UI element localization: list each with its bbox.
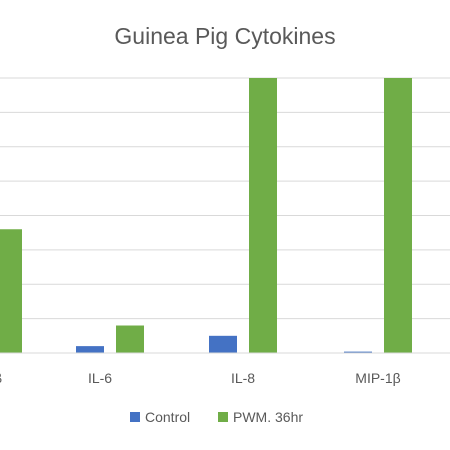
bar-pwm-1 [116,325,144,353]
gridlines [0,77,450,320]
bars [0,78,412,353]
bar-control-1 [76,346,104,353]
legend-label: PWM. 36hr [233,409,303,425]
x-tick-label: IL-6 [88,370,112,386]
x-tick-labels: β IL-6 IL-8 MIP-1β [0,370,401,386]
chart-title: Guinea Pig Cytokines [114,23,335,49]
legend-label: Control [145,409,190,425]
bar-pwm-3 [384,78,412,353]
legend: Control PWM. 36hr [130,409,303,425]
bar-control-3 [344,351,372,353]
x-tick-label: MIP-1β [355,370,400,386]
bar-pwm-0 [0,229,22,353]
x-tick-label: β [0,370,2,386]
bar-control-2 [209,335,237,353]
legend-swatch [130,412,140,422]
legend-swatch [218,412,228,422]
bar-pwm-2 [249,78,277,353]
x-tick-label: IL-8 [231,370,255,386]
